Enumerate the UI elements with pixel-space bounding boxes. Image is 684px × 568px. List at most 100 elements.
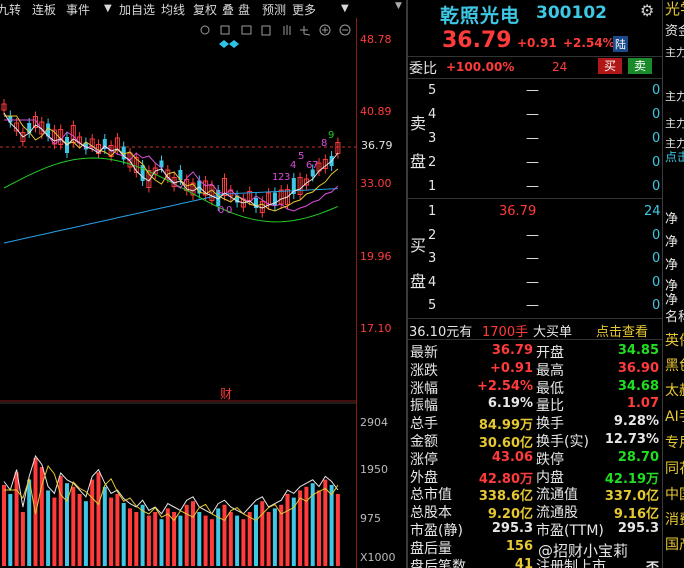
nav-diamond-icon[interactable]: [219, 40, 239, 48]
seq-label: 8: [321, 138, 327, 149]
stat-label: 量比: [536, 398, 564, 415]
tick-label: 17.10: [360, 322, 392, 335]
volume-bar: [272, 508, 277, 566]
volume-bar: [20, 512, 25, 566]
volume-bar: [71, 486, 76, 566]
side-item: 主力: [665, 90, 684, 103]
tool-forecast[interactable]: 预测: [262, 3, 287, 17]
settings-icon: [200, 25, 210, 35]
watermark: @招财小宝莉: [538, 542, 629, 560]
bid-volume: 24: [644, 204, 661, 219]
sell-button[interactable]: 卖: [628, 58, 652, 74]
ask-level: 2: [428, 155, 437, 170]
bid-level: 4: [428, 274, 437, 290]
volume-bar: [323, 479, 328, 566]
volume-bar: [191, 501, 195, 566]
stat-value: 6.19%: [487, 396, 533, 412]
side-item: 主力: [665, 137, 684, 150]
seq-label: 9: [328, 130, 334, 141]
side-item: 主力: [665, 46, 684, 59]
side-item: 黑色: [665, 358, 684, 374]
buy-button[interactable]: 买: [598, 58, 622, 74]
volume-bar: [159, 519, 164, 566]
volume-bar: [222, 504, 227, 566]
stat-label: 开盘: [536, 345, 564, 361]
stat-label: 涨幅: [410, 380, 438, 397]
ask-volume: 0: [652, 83, 661, 98]
volume-bar: [184, 504, 189, 566]
export-icon: [261, 25, 271, 36]
tool-events[interactable]: 事件: [66, 3, 91, 17]
stat-label: 最高: [536, 362, 564, 379]
vol-ma5-line: [3, 454, 339, 515]
volume-bar: [172, 512, 177, 566]
stat-label: 盘后笔数: [410, 558, 466, 568]
tool-lianban[interactable]: 连板: [32, 3, 57, 17]
candle-body: [272, 192, 277, 206]
chart-tools-icons[interactable]: [200, 24, 351, 36]
seq-label: 0: [226, 205, 232, 216]
bid-price: —: [526, 227, 539, 243]
side-item: 名称: [665, 310, 684, 325]
tool-more[interactable]: 更多: [292, 3, 317, 17]
stat-value: 9.16亿: [613, 507, 659, 523]
candle-body: [89, 138, 95, 148]
tool-pan[interactable]: 盘: [238, 3, 251, 17]
tool-ma[interactable]: 均线: [161, 3, 186, 17]
tool-adjust[interactable]: 复权: [193, 3, 218, 17]
candle-body: [291, 178, 296, 194]
gear-icon[interactable]: ⚙: [640, 1, 655, 20]
candle-body: [114, 137, 120, 151]
candle-body: [178, 170, 183, 180]
side-item[interactable]: 点击: [665, 150, 684, 164]
tool-jiuzhuan[interactable]: 九转: [0, 3, 22, 17]
tool-overlay[interactable]: 叠: [222, 3, 235, 17]
volume-bar: [165, 508, 170, 566]
side-item: AI手: [665, 409, 684, 425]
stat-value: 43.06: [491, 449, 533, 465]
stat-value: 否: [646, 557, 659, 568]
stat-label: 市盈(TTM): [536, 523, 604, 539]
bid-level: 3: [428, 251, 437, 266]
bid-price: —: [526, 251, 539, 266]
candle-body: [216, 190, 221, 206]
hand-icon: [283, 25, 291, 35]
current-price-tag: 36.79: [360, 139, 394, 152]
stat-value: 36.90: [617, 360, 659, 376]
stat-value: 295.3: [617, 521, 659, 536]
side-item: 消费: [665, 512, 684, 528]
scroll-arrow-icon[interactable]: ▼: [395, 1, 402, 11]
volume-bar: [65, 483, 69, 566]
candle-body: [209, 185, 215, 201]
moving-averages: [3, 112, 339, 244]
vol-tick-label: 1950: [360, 463, 388, 476]
more-dropdown-icon[interactable]: ▼: [341, 3, 349, 14]
side-item: 净: [665, 235, 679, 250]
ask-level: 1: [428, 179, 437, 194]
queue-link[interactable]: 点击查看: [596, 325, 649, 340]
bid-volume: 0: [652, 274, 661, 290]
volume-bar: [310, 483, 315, 566]
volume-ma-lines: [3, 454, 339, 522]
events-dropdown-icon[interactable]: ▼: [104, 3, 112, 14]
stat-value: 28.70: [617, 449, 659, 465]
stat-value: 42.80万: [478, 471, 533, 487]
ask-volume: 0: [652, 107, 661, 122]
candle-body: [8, 115, 13, 123]
volume-bar: [209, 519, 214, 566]
stat-value: 338.6亿: [478, 489, 533, 505]
candle-body: [222, 178, 227, 196]
side-item: 净: [665, 279, 679, 294]
add-watchlist-button[interactable]: 加自选: [119, 3, 156, 17]
volume-bar: [121, 503, 126, 566]
volume-bar: [317, 490, 321, 566]
stat-label: 流通股: [536, 505, 578, 522]
ma20-line: [4, 119, 339, 212]
stat-value: 295.3: [491, 521, 533, 536]
seq-label: 7: [312, 160, 318, 171]
volume-bar: [247, 512, 252, 566]
volume-bar: [153, 512, 158, 566]
volume-bar: [96, 472, 101, 566]
candle-body: [235, 195, 240, 203]
